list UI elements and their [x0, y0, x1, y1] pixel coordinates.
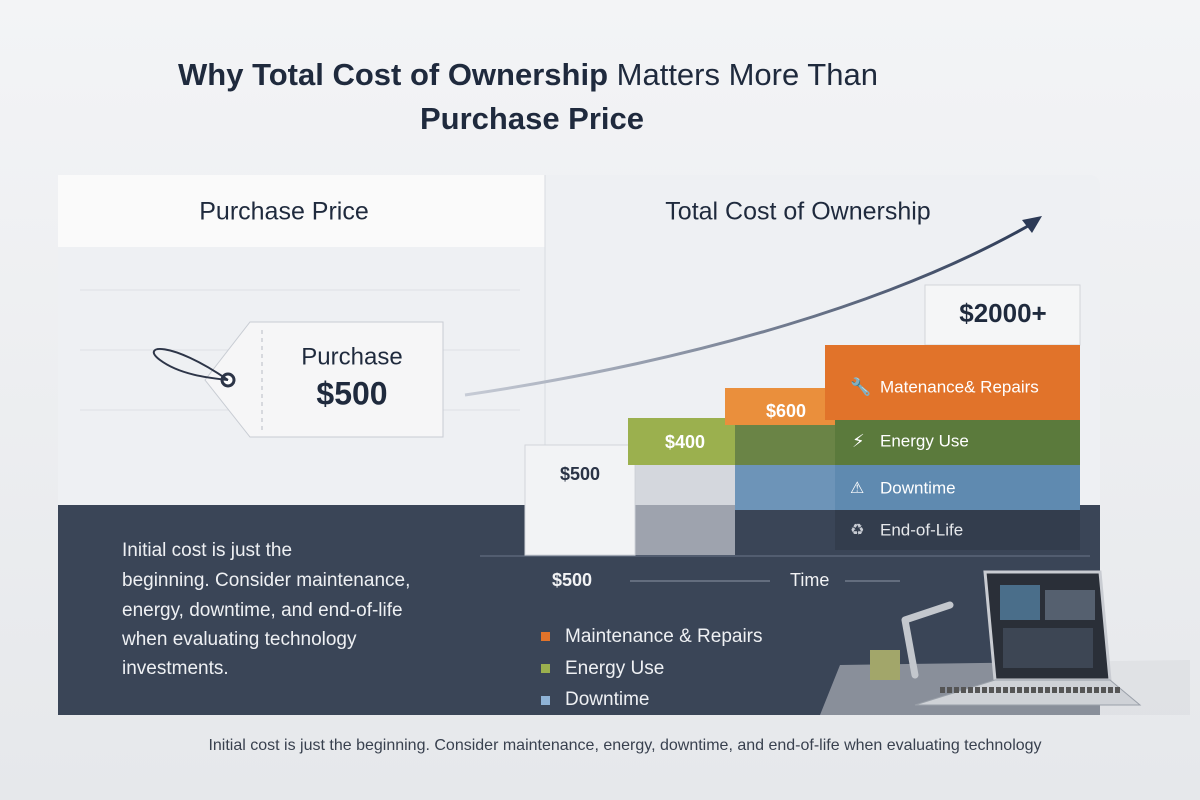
- step-2-top: [628, 418, 735, 465]
- stack-icon: ♻: [850, 522, 864, 539]
- step-3-blue: [735, 465, 835, 510]
- legend-label: Energy Use: [565, 658, 664, 679]
- stack-icon: ⚠: [850, 480, 864, 497]
- stack-orange: [825, 345, 1080, 420]
- screen-panel: [1000, 585, 1040, 620]
- screen-panel: [1045, 590, 1095, 620]
- step-label: $500: [560, 464, 600, 484]
- step-3-top: [725, 388, 835, 425]
- step-2-body: [635, 465, 735, 555]
- stack-icon: 🔧: [850, 376, 871, 396]
- legend-label: Downtime: [565, 689, 649, 710]
- wrench: [901, 601, 954, 679]
- title-regular: Matters More Than: [617, 57, 878, 92]
- tag-price: $500: [316, 375, 387, 411]
- stack-label: End-of-Life: [880, 520, 963, 539]
- arrow-head: [1022, 216, 1042, 233]
- axis-start: $500: [552, 570, 592, 590]
- step-label: $600: [766, 401, 806, 421]
- step-label: $2000+: [959, 298, 1046, 328]
- stack-icon: ⚡: [852, 431, 865, 451]
- left-header: [58, 175, 545, 247]
- title-line2: Purchase Price: [420, 101, 644, 136]
- tag-string: [153, 347, 229, 381]
- legend-swatch: [541, 696, 550, 705]
- step-label: $400: [665, 432, 705, 452]
- stack-label: Matenance& Repairs: [880, 377, 1039, 396]
- stack-label: Downtime: [880, 478, 956, 497]
- note-line: investments.: [122, 658, 229, 679]
- title-bold: Why Total Cost of Ownership: [178, 57, 608, 92]
- cube: [870, 650, 900, 680]
- tag-label: Purchase: [301, 343, 402, 370]
- right-heading: Total Cost of Ownership: [665, 198, 930, 226]
- footer: Initial cost is just the beginning. Cons…: [208, 737, 1041, 754]
- step-1: [524, 444, 636, 556]
- stack-green: [835, 420, 1080, 465]
- legend-swatch: [541, 632, 550, 641]
- left-heading: Purchase Price: [199, 198, 369, 226]
- axis-label: Time: [790, 570, 829, 590]
- stack-dark: [835, 510, 1080, 550]
- screen-panel: [1003, 628, 1093, 668]
- legend-label: Maintenance & Repairs: [565, 626, 763, 647]
- note-line: beginning. Consider maintenance,: [122, 570, 410, 591]
- title-line1: Why Total Cost of Ownership Matters More…: [178, 57, 878, 92]
- note-line: when evaluating technology: [121, 629, 357, 650]
- growth-arrow: [464, 220, 1036, 397]
- step-4-top: [924, 284, 1081, 346]
- stack-blue: [835, 465, 1080, 510]
- legend-swatch: [541, 664, 550, 673]
- step-3-green: [735, 425, 835, 465]
- stack-label: Energy Use: [880, 431, 969, 450]
- note-line: Initial cost is just the: [122, 540, 292, 561]
- note-line: energy, downtime, and end-of-life: [122, 600, 403, 621]
- note: Initial cost is just the beginning. Cons…: [121, 540, 410, 679]
